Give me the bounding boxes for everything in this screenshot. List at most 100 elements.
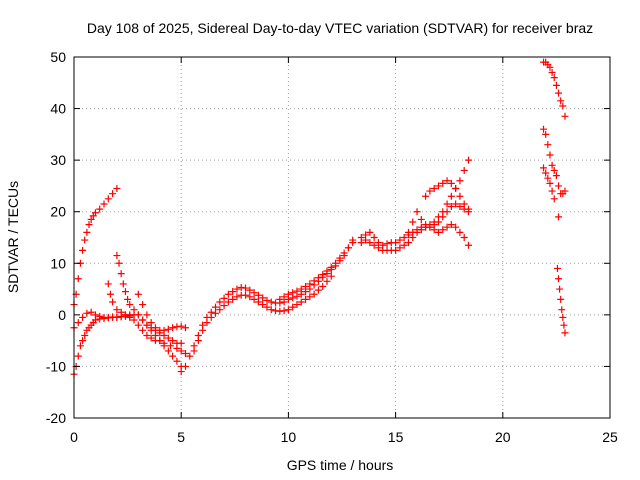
data-point xyxy=(314,286,322,294)
data-point xyxy=(314,274,322,282)
data-point xyxy=(559,102,567,110)
series-9 xyxy=(190,272,335,355)
data-point xyxy=(130,306,138,314)
data-point xyxy=(181,324,189,332)
series-11 xyxy=(357,156,472,249)
data-point xyxy=(456,177,464,185)
series-16 xyxy=(540,125,569,198)
data-point xyxy=(181,350,189,358)
data-point xyxy=(83,228,91,236)
data-point xyxy=(319,271,327,279)
data-point xyxy=(548,161,556,169)
data-point xyxy=(74,352,82,360)
data-point xyxy=(553,264,561,272)
data-point xyxy=(370,234,378,241)
data-point xyxy=(452,200,460,208)
data-point xyxy=(229,295,237,303)
data-point xyxy=(542,130,550,138)
data-point xyxy=(293,287,301,295)
data-point xyxy=(113,313,121,321)
data-point xyxy=(124,295,132,303)
data-point xyxy=(289,303,297,311)
data-point xyxy=(447,192,455,200)
series-17 xyxy=(540,164,558,203)
series-7 xyxy=(134,311,185,347)
data-point xyxy=(452,223,460,231)
data-point xyxy=(540,164,548,172)
data-point xyxy=(139,316,147,324)
data-point xyxy=(216,306,224,314)
data-point xyxy=(109,298,117,306)
data-point xyxy=(430,221,438,229)
data-point xyxy=(164,347,172,355)
data-point xyxy=(233,285,241,293)
y-tick-label: 40 xyxy=(50,101,66,117)
data-point xyxy=(422,192,430,200)
data-point xyxy=(76,342,84,350)
data-point xyxy=(229,288,237,296)
data-point xyxy=(556,285,564,293)
data-point xyxy=(409,234,417,241)
data-point xyxy=(439,179,447,187)
data-point xyxy=(164,325,172,333)
data-point xyxy=(340,249,348,257)
data-point xyxy=(319,282,327,290)
data-point xyxy=(113,306,121,314)
data-point xyxy=(74,319,82,327)
data-point xyxy=(546,179,554,187)
data-point xyxy=(117,270,125,278)
data-point xyxy=(400,234,408,241)
series-14 xyxy=(422,177,472,213)
data-point xyxy=(413,228,421,236)
data-point xyxy=(555,89,563,97)
data-point xyxy=(396,244,404,252)
data-point xyxy=(96,312,104,320)
data-point xyxy=(452,185,460,193)
data-point xyxy=(557,295,565,303)
data-point xyxy=(134,290,142,298)
data-point xyxy=(106,290,114,298)
data-point xyxy=(224,298,232,306)
data-point xyxy=(559,313,567,321)
y-tick-label: 0 xyxy=(58,307,66,323)
data-point xyxy=(126,301,134,309)
data-point xyxy=(259,301,267,309)
data-point xyxy=(169,324,177,332)
data-point xyxy=(366,228,374,236)
data-point xyxy=(121,288,129,296)
data-point xyxy=(366,239,374,247)
data-point xyxy=(447,203,455,211)
data-point xyxy=(417,215,425,223)
data-point xyxy=(220,294,228,302)
data-point xyxy=(323,277,331,285)
data-point xyxy=(169,352,177,360)
data-point xyxy=(263,303,271,311)
data-point xyxy=(119,280,127,288)
data-point xyxy=(434,182,442,190)
data-point xyxy=(302,282,310,290)
data-point xyxy=(79,246,87,254)
data-point xyxy=(173,357,181,365)
data-point xyxy=(259,294,267,302)
grid xyxy=(74,57,610,418)
data-point xyxy=(456,203,464,211)
data-point xyxy=(177,347,185,355)
x-axis-label: GPS time / hours xyxy=(287,457,394,473)
data-point xyxy=(79,313,87,321)
data-point xyxy=(434,228,442,236)
data-point xyxy=(349,239,357,247)
data-point xyxy=(91,311,99,319)
data-point xyxy=(81,331,89,339)
data-point xyxy=(357,239,365,247)
data-point xyxy=(417,226,425,234)
data-point xyxy=(85,221,93,229)
data-point xyxy=(115,259,123,267)
data-point xyxy=(426,223,434,231)
data-point xyxy=(104,280,112,288)
x-tick-label: 20 xyxy=(495,429,511,445)
data-point xyxy=(443,208,451,216)
data-point xyxy=(297,285,305,293)
x-tick-label: 10 xyxy=(281,429,297,445)
data-point xyxy=(289,289,297,297)
data-point xyxy=(548,68,556,76)
